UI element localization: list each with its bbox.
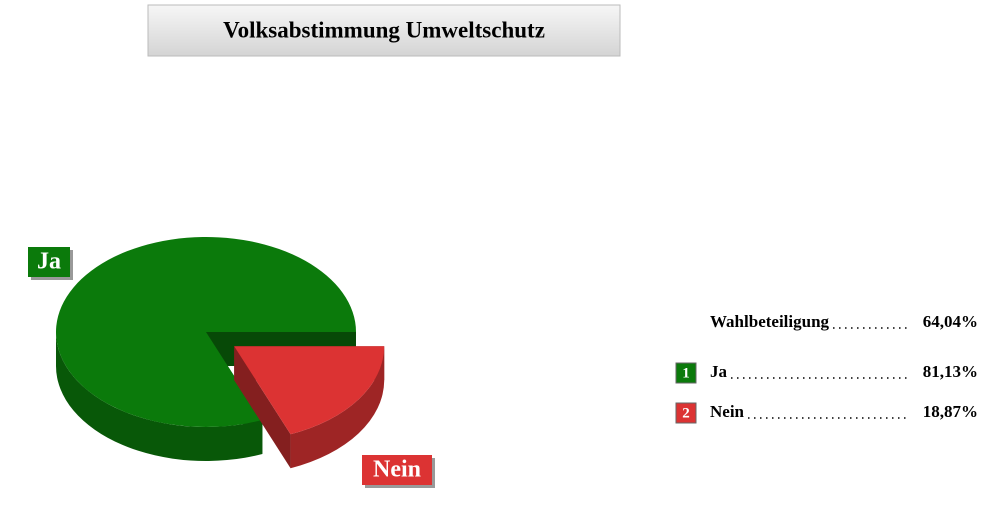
label-box	[28, 247, 70, 277]
legend-number: 1	[682, 365, 690, 381]
legend-label: Nein	[710, 402, 745, 421]
legend: 1 Ja 81,13% 2 Nein 18,87% Wahlbeteiligung 64,04…	[675, 312, 978, 424]
turnout-label: Wahlbeteiligung	[710, 312, 830, 331]
slice-top	[234, 346, 385, 435]
pie	[56, 236, 385, 469]
slice-side	[290, 346, 385, 469]
legend-swatch	[675, 402, 697, 424]
legend-number: 2	[682, 405, 690, 421]
pie-slice	[234, 346, 385, 469]
slice-wall	[234, 346, 291, 469]
chart-title: Volksabstimmung Umweltschutz	[223, 17, 545, 42]
title-box	[147, 4, 621, 57]
legend-label: Ja	[710, 362, 728, 381]
legend-swatch	[675, 362, 697, 384]
category-label: Ja	[37, 249, 61, 275]
slice-side	[56, 332, 263, 462]
slice-top	[56, 236, 357, 427]
legend-value: 81,13%	[923, 362, 978, 381]
turnout-value: 64,04%	[923, 312, 978, 331]
category-label: Nein	[373, 457, 421, 483]
label-box	[362, 455, 432, 485]
legend-value: 18,87%	[923, 402, 978, 421]
